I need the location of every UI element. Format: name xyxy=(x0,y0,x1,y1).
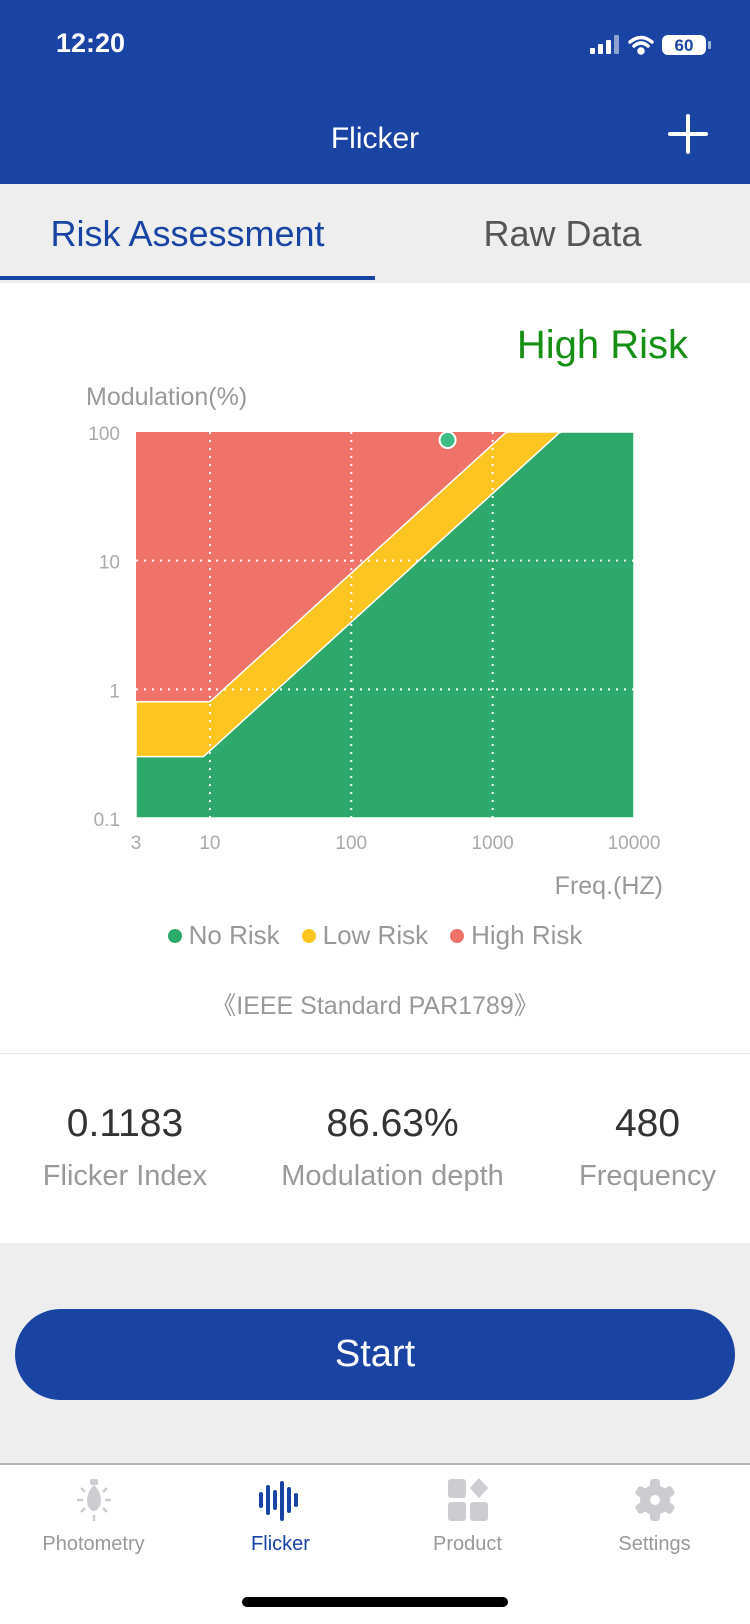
y-tick-label: 100 xyxy=(88,424,120,445)
y-tick-label: 1 xyxy=(109,681,120,702)
nav-label: Product xyxy=(433,1533,502,1555)
stat-label: Frequency xyxy=(578,1160,716,1192)
stat-label: Modulation depth xyxy=(281,1160,504,1192)
start-button[interactable]: Start xyxy=(15,1309,735,1400)
chart-legend: No Risk Low Risk High Risk xyxy=(0,920,750,951)
stat-modulation-depth: 86.63% Modulation depth xyxy=(250,1102,535,1193)
bulb-icon xyxy=(76,1479,111,1521)
legend-label: Low Risk xyxy=(322,920,429,950)
stats-panel: 0.1183 Flicker Index 86.63% Modulation dep… xyxy=(0,1053,750,1243)
page-title: Flicker xyxy=(330,122,420,155)
legend-high-risk: High Risk xyxy=(450,920,582,951)
y-axis-label: Modulation(%) xyxy=(86,383,247,411)
bottom-nav: Photometry Flicker Product Settings xyxy=(0,1463,750,1624)
tab-bar: Risk Assessment Raw Data xyxy=(0,184,750,283)
risk-level: High Risk xyxy=(516,323,688,367)
tab-raw-data[interactable]: Raw Data xyxy=(483,212,642,254)
stat-value: 480 xyxy=(614,1102,681,1145)
header: 12:20 60 Flicker xyxy=(0,0,750,184)
high-risk-dot xyxy=(450,928,465,943)
flicker-risk-chart: Modulation(%) 3 10 100 1000 10000 100 10 1 0.1 F… xyxy=(86,383,663,900)
waveform-icon xyxy=(258,1481,298,1521)
x-tick-label: 10000 xyxy=(608,833,661,854)
nav-flicker[interactable]: Flicker xyxy=(187,1475,374,1556)
status-time: 12:20 xyxy=(56,28,126,58)
nav-label: Flicker xyxy=(251,1533,310,1555)
no-risk-region xyxy=(135,431,635,819)
standard-reference: 《IEEE Standard PAR1789》 xyxy=(211,992,539,1020)
wifi-icon xyxy=(628,35,654,55)
no-risk-dot xyxy=(167,928,182,943)
tab-risk-assessment[interactable]: Risk Assessment xyxy=(0,184,375,283)
stat-frequency: 480 Frequency xyxy=(555,1102,740,1193)
x-tick-label: 3 xyxy=(131,833,142,854)
x-tick-label: 10 xyxy=(199,833,220,854)
gear-icon xyxy=(634,1479,675,1521)
measurement-point xyxy=(438,431,457,450)
legend-no-risk: No Risk xyxy=(167,920,280,951)
stat-flicker-index: 0.1183 Flicker Index xyxy=(20,1102,230,1193)
legend-low-risk: Low Risk xyxy=(301,920,429,951)
stat-value: 0.1183 xyxy=(66,1102,184,1145)
stat-value: 86.63% xyxy=(326,1102,459,1145)
battery-icon xyxy=(662,35,706,55)
nav-photometry[interactable]: Photometry xyxy=(0,1475,187,1556)
nav-label: Settings xyxy=(618,1533,691,1555)
battery-level: 60 xyxy=(675,36,694,55)
y-tick-label: 0.1 xyxy=(94,810,120,831)
x-axis-label: Freq.(HZ) xyxy=(555,872,663,900)
x-tick-label: 100 xyxy=(335,833,367,854)
nav-label: Photometry xyxy=(42,1533,145,1555)
risk-panel: High Risk Modulation(%) 3 10 100 1000 10000 1… xyxy=(0,283,750,1053)
plus-icon[interactable] xyxy=(666,112,710,156)
grid-icon xyxy=(447,1478,488,1521)
status-icons: 60 xyxy=(590,35,711,55)
low-risk-dot xyxy=(301,928,316,943)
signal-icon xyxy=(590,35,619,54)
legend-label: High Risk xyxy=(471,920,583,950)
nav-product[interactable]: Product xyxy=(374,1475,561,1556)
x-tick-label: 1000 xyxy=(471,833,513,854)
home-indicator xyxy=(242,1597,508,1607)
y-tick-label: 10 xyxy=(99,553,120,574)
legend-label: No Risk xyxy=(188,920,280,950)
stat-label: Flicker Index xyxy=(42,1160,208,1192)
nav-settings[interactable]: Settings xyxy=(561,1475,748,1556)
